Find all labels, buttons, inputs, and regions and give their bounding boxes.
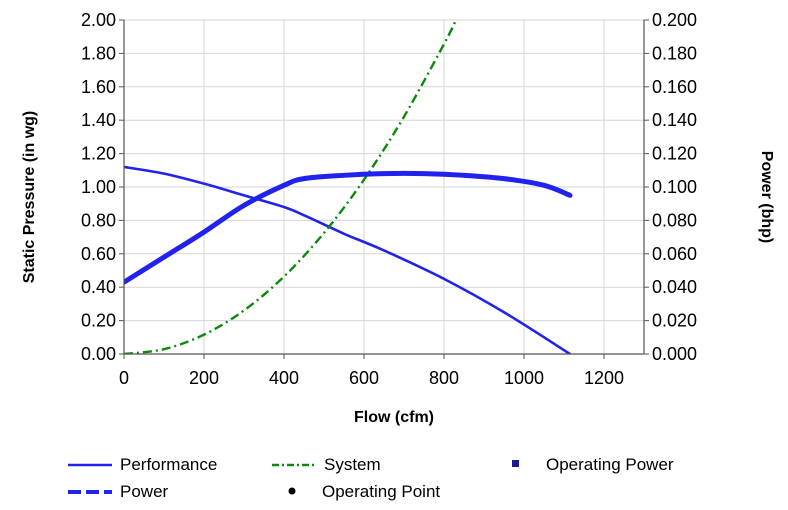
x-tick-label: 400	[269, 368, 299, 388]
y-axis-title: Static Pressure (in wg)	[21, 111, 38, 284]
x-tick-label: 800	[429, 368, 459, 388]
legend-label: Performance	[120, 455, 217, 474]
y2-axis-title: Power (bhp)	[758, 151, 775, 243]
y2-tick-label: 0.180	[652, 43, 697, 63]
y-tick-label: 0.80	[81, 210, 116, 230]
y-tick-label: 0.60	[81, 244, 116, 264]
x-tick-label: 200	[189, 368, 219, 388]
legend-item-system: System	[272, 455, 381, 474]
y2-tick-label: 0.200	[652, 10, 697, 30]
grid-lines	[124, 19, 644, 354]
y2-tick-label: 0.080	[652, 210, 697, 230]
y2-tick-label: 0.100	[652, 177, 697, 197]
y-tick-label: 0.00	[81, 344, 116, 364]
legend-item-power: Power	[68, 482, 169, 501]
legend-label: System	[324, 455, 381, 474]
y2-tick-label: 0.140	[652, 110, 697, 130]
x-tick-label: 1000	[504, 368, 544, 388]
legend-swatch	[512, 460, 519, 467]
series-line-power	[124, 170, 573, 285]
y-tick-label: 0.20	[81, 311, 116, 331]
series-lines	[124, 20, 573, 354]
y2-tick-label: 0.120	[652, 144, 697, 164]
series-line-performance	[124, 165, 572, 354]
legend: Performance System Operating Power Power Ope…	[68, 455, 674, 501]
legend-label: Operating Power	[546, 455, 674, 474]
y-tick-label: 1.00	[81, 177, 116, 197]
x-tick-label: 1200	[584, 368, 624, 388]
y2-tick-label: 0.020	[652, 311, 697, 331]
legend-item-operating-power: Operating Power	[512, 455, 674, 474]
x-axis-title: Flow (cfm)	[354, 409, 434, 426]
y2-tick-label: 0.000	[652, 344, 697, 364]
x-tick-label: 600	[349, 368, 379, 388]
tick-labels: 0.00 0.20 0.40 0.60 0.80 1.00 1.20 1.40 1.60 1.80…	[81, 10, 697, 388]
y-tick-label: 1.60	[81, 77, 116, 97]
x-tick-label: 0	[119, 368, 129, 388]
y2-tick-label: 0.060	[652, 244, 697, 264]
legend-label: Power	[120, 482, 169, 501]
legend-swatch	[288, 487, 296, 495]
y-tick-label: 1.40	[81, 110, 116, 130]
axes	[119, 19, 649, 359]
y2-tick-label: 0.040	[652, 277, 697, 297]
y-tick-label: 2.00	[81, 10, 116, 30]
legend-item-performance: Performance	[68, 455, 217, 474]
legend-label: Operating Point	[322, 482, 440, 501]
series-line-system	[124, 20, 458, 354]
legend-item-operating-point: Operating Point	[288, 482, 440, 501]
y-tick-label: 0.40	[81, 277, 116, 297]
y2-tick-label: 0.160	[652, 77, 697, 97]
y-tick-label: 1.80	[81, 43, 116, 63]
y-tick-label: 1.20	[81, 144, 116, 164]
